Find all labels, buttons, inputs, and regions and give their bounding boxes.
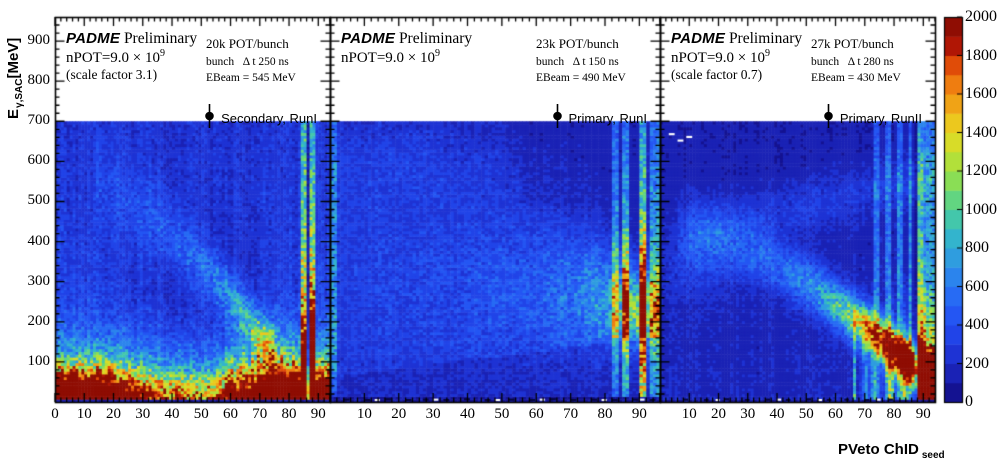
npot-exponent: 9 [435, 48, 441, 59]
x-tick-label: 10 [76, 406, 92, 422]
ebeam-label: EBeam = 545 MeV [206, 72, 296, 84]
y-tick-label: 100 [27, 352, 51, 369]
pot-per-bunch-label: 27k POT/bunch [811, 36, 894, 51]
x-tick-label: 40 [769, 406, 785, 422]
x-tick-label: 40 [164, 406, 180, 422]
legend: Primary, RunII [823, 103, 922, 134]
colorbar-tick-label: 400 [965, 316, 989, 333]
x-tick-label: 80 [886, 406, 902, 422]
x-tick-label: 20 [391, 406, 407, 422]
npot-base: nPOT=9.0 × 10 [66, 50, 161, 66]
npot-base: nPOT=9.0 × 10 [671, 50, 766, 66]
colorbar-tick-label: 1400 [965, 123, 997, 141]
x-tick-label: 0 [51, 406, 59, 422]
x-tick-label: 60 [828, 406, 844, 422]
preliminary-label: Preliminary [120, 30, 198, 47]
pot-per-bunch-label: 20k POT/bunch [206, 36, 289, 51]
npot-exponent: 9 [765, 48, 771, 59]
scale-factor-label: (scale factor 3.1) [66, 67, 158, 82]
x-tick-label: 50 [798, 406, 814, 422]
x-tick-label: 70 [563, 406, 579, 422]
colorbar-tick-label: 800 [965, 239, 989, 256]
legend-label: Primary, RunI [568, 110, 648, 126]
x-tick-label: 10 [356, 406, 372, 422]
panel-title-line: PADME Preliminary [66, 30, 197, 48]
x-tick-label: 30 [740, 406, 756, 422]
x-tick-label: 80 [597, 406, 613, 422]
x-tick-label: 30 [425, 406, 441, 422]
x-title-main: PVeto ChID [838, 441, 919, 458]
y-tick-label: 400 [27, 232, 51, 249]
x-tick-label: 50 [494, 406, 510, 422]
colorbar-tick-label: 200 [965, 354, 989, 372]
y-tick-label: 800 [27, 72, 51, 89]
preliminary-label: Preliminary [725, 30, 803, 47]
x-tick-label: 90 [631, 406, 647, 422]
colorbar-tick-label: 1200 [965, 162, 997, 179]
beam-info-block: 20k POT/bunch bunch Δ t 250 ns EBeam = 5… [206, 36, 328, 84]
bunch-length-label: bunch Δ t 280 ns [811, 56, 894, 68]
x-title-sub: seed [921, 450, 945, 461]
panel-primary-runI: PADME Preliminary nPOT=9.0 × 109 23k POT… [330, 17, 660, 476]
x-tick-label: 40 [460, 406, 475, 422]
scale-factor-label: (scale factor 0.7) [671, 67, 763, 82]
y-tick-label: 900 [27, 32, 51, 49]
npot-label: nPOT=9.0 × 109 [341, 48, 440, 67]
x-tick-label: 50 [193, 406, 209, 422]
y-tick-label: 700 [27, 112, 51, 129]
colorbar-tick-label: 1000 [965, 200, 997, 218]
ebeam-label: EBeam = 490 MeV [536, 72, 626, 84]
y-tick-label: 600 [27, 152, 51, 169]
data-point-marker-icon [204, 103, 215, 134]
bunch-length-label: bunch Δ t 150 ns [536, 56, 619, 68]
npot-label: nPOT=9.0 × 109 [671, 48, 770, 67]
panel-secondary-runI: PADME Preliminary nPOT=9.0 × 109 (scale … [51, 17, 330, 476]
colorbar-tick-label: 2000 [965, 8, 997, 25]
colorbar-tick-label: 1600 [965, 85, 997, 102]
npot-base: nPOT=9.0 × 10 [341, 50, 436, 66]
pot-per-bunch-label: 23k POT/bunch [536, 36, 619, 51]
colorbar-tick-label: 1800 [965, 46, 997, 64]
padme-logo-text: PADME [66, 30, 121, 47]
data-point-marker-icon [823, 103, 834, 134]
padme-logo-text: PADME [341, 30, 396, 47]
ebeam-label: EBeam = 430 MeV [811, 72, 901, 84]
colorbar-tick-label: 0 [965, 393, 973, 410]
panel-title-line: PADME Preliminary [671, 30, 802, 48]
beam-info-block: 27k POT/bunch bunch Δ t 280 ns EBeam = 4… [811, 36, 933, 84]
npot-exponent: 9 [160, 48, 166, 59]
preliminary-label: Preliminary [395, 30, 473, 47]
y-tick-label: 500 [27, 192, 51, 209]
x-tick-label: 80 [281, 406, 297, 422]
legend: Secondary, RunI [204, 103, 317, 134]
legend-label: Secondary, RunI [221, 110, 317, 126]
panel-title-line: PADME Preliminary [341, 30, 472, 48]
bunch-length-label: bunch Δ t 250 ns [206, 56, 289, 68]
x-tick-label: 20 [106, 406, 121, 422]
x-tick-label: 20 [711, 406, 726, 422]
y-tick-label: 200 [27, 312, 51, 329]
x-tick-label: 90 [915, 406, 931, 422]
x-tick-label: 30 [135, 406, 151, 422]
x-tick-label: 60 [528, 406, 544, 422]
x-tick-label: 60 [223, 406, 239, 422]
beam-info-block: 23k POT/bunch bunch Δ t 150 ns EBeam = 4… [536, 36, 658, 84]
x-tick-label: 90 [310, 406, 326, 422]
panel-primary-runII: PADME Preliminary nPOT=9.0 × 109 (scale … [660, 17, 935, 476]
x-tick-label: 70 [252, 406, 268, 422]
npot-label: nPOT=9.0 × 109 [66, 48, 165, 67]
padme-logo-text: PADME [671, 30, 726, 47]
x-axis-title: PVeto ChID seed [838, 441, 945, 461]
x-tick-label: 10 [681, 406, 697, 422]
x-tick-label: 70 [857, 406, 873, 422]
legend-label: Primary, RunII [839, 110, 922, 126]
colorbar-tick-label: 600 [965, 277, 989, 295]
legend: Primary, RunI [552, 103, 648, 134]
data-point-marker-icon [552, 103, 563, 134]
y-tick-label: 300 [27, 272, 51, 289]
